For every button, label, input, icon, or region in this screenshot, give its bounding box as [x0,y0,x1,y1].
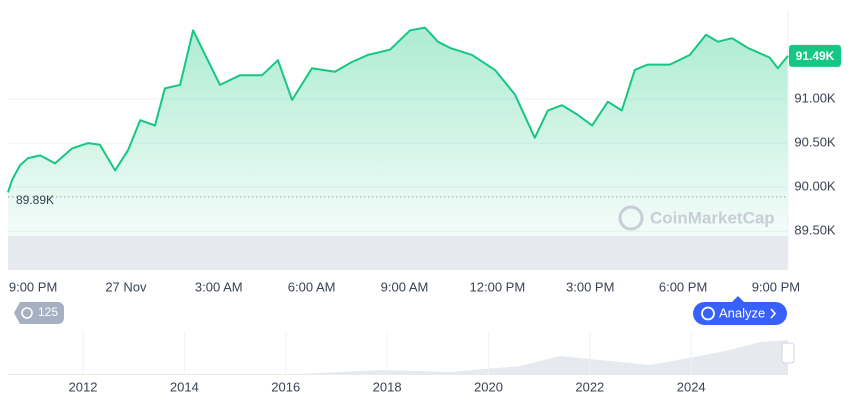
y-tick-label: 91.00K [794,90,836,105]
watermark: CoinMarketCap [618,205,775,231]
x-tick-label: 3:00 PM [566,279,614,294]
open-price-label: 89.89K [16,193,54,207]
area [8,27,788,270]
x-tick-label: 6:00 AM [288,279,336,294]
navigator-tick-label: 2018 [373,379,402,394]
volume-strip [8,236,788,270]
last-price-label: 91.49K [796,49,835,63]
navigator-tick-label: 2022 [575,379,604,394]
y-tick-label: 89.50K [794,223,836,238]
navigator-tick-label: 2014 [170,379,199,394]
navigator-handle[interactable] [781,342,795,364]
x-tick-label: 3:00 AM [195,279,243,294]
watermark-text: CoinMarketCap [650,208,775,227]
x-tick-label: 6:00 PM [659,279,707,294]
last-price-tag [789,44,841,67]
y-tick-label: 90.50K [794,135,836,150]
navigator-tick-label: 2024 [677,379,706,394]
x-tick-label: 9:00 PM [9,279,57,294]
button-text: Analyze [719,305,765,320]
navigator-area [8,340,788,375]
badge-text: 125 [38,305,58,319]
x-tick-label: 9:00 PM [752,279,800,294]
badge[interactable]: 125 [14,302,64,324]
x-tick-label: 9:00 AM [381,279,429,294]
line [7,26,789,193]
y-tick-label: 90.00K [794,179,836,194]
navigator-tick-label: 2020 [474,379,503,394]
navigator-tick-label: 2012 [69,379,98,394]
x-tick-label: 12:00 PM [470,279,526,294]
x-tick-label: 27 Nov [105,279,147,294]
analyze-button[interactable]: Analyze [693,296,787,325]
navigator-tick-label: 2016 [271,379,300,394]
